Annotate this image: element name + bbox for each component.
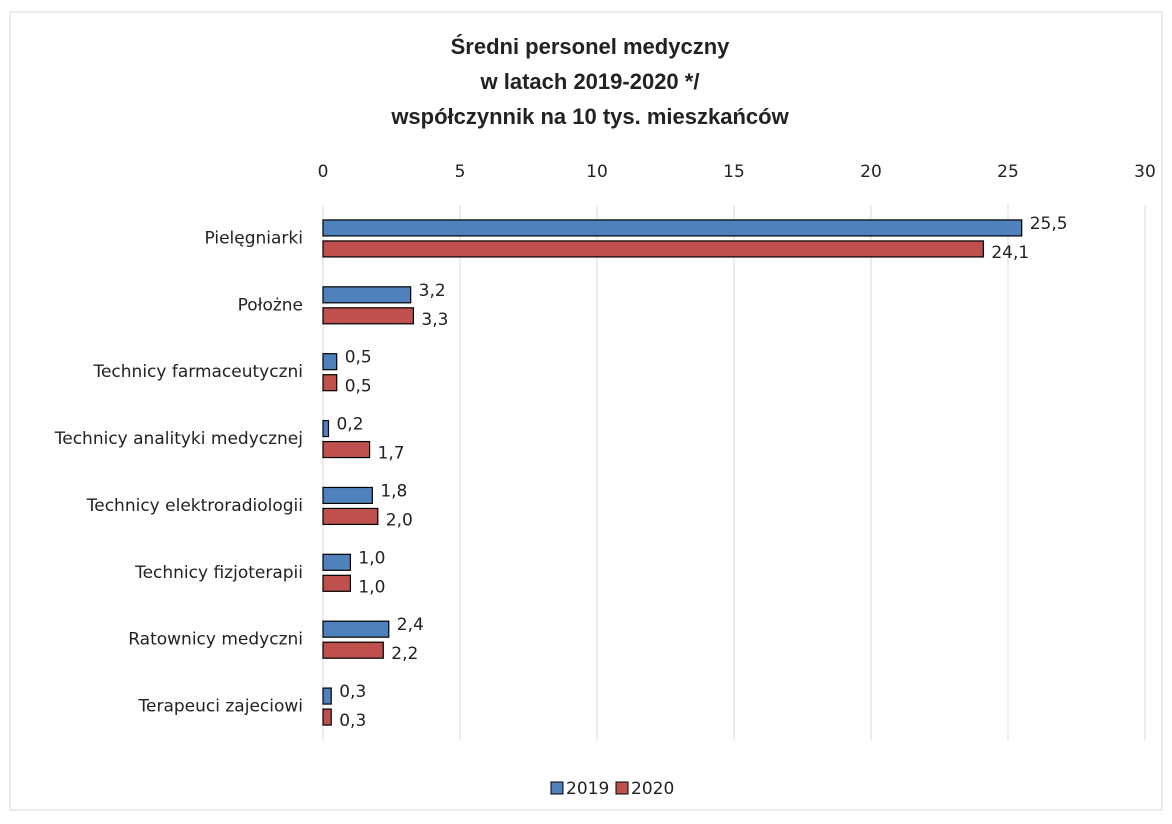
y-tick-label: Ratownicy medyczni <box>128 630 303 650</box>
chart-title: Średni personel medyczny <box>451 34 731 59</box>
bar <box>322 374 338 392</box>
data-label: 3,3 <box>421 310 448 330</box>
data-label: 2,0 <box>386 510 413 530</box>
data-label: 1,8 <box>380 481 407 501</box>
bar <box>322 507 379 526</box>
data-label: 1,0 <box>358 577 385 597</box>
x-tick-label: 0 <box>318 162 329 182</box>
data-label: 0,3 <box>339 711 366 731</box>
legend-swatch <box>550 781 564 795</box>
bar <box>322 620 390 638</box>
chart-border <box>9 11 1163 811</box>
legend-label: 2020 <box>631 779 674 799</box>
data-label: 1,0 <box>358 548 385 568</box>
bar <box>322 574 351 592</box>
bar <box>322 440 371 459</box>
y-tick-label: Pielęgniarki <box>204 228 303 248</box>
x-tick-label: 10 <box>586 162 608 182</box>
data-label: 3,2 <box>419 281 446 301</box>
y-tick-label: Terapeuci zajeciowi <box>138 697 303 717</box>
data-label: 0,5 <box>345 377 372 397</box>
y-tick-label: Technicy fizjoterapii <box>134 563 303 583</box>
data-label: 0,3 <box>339 682 366 702</box>
x-tick-label: 15 <box>723 162 745 182</box>
bar <box>322 708 332 726</box>
chart-title: współczynnik na 10 tys. mieszkańców <box>390 104 789 129</box>
bar <box>322 687 332 705</box>
legend-swatch <box>615 781 629 795</box>
data-label: 25,5 <box>1030 214 1068 234</box>
bar <box>322 240 984 258</box>
x-tick-label: 5 <box>455 162 466 182</box>
data-label: 0,2 <box>336 415 363 435</box>
y-tick-label: Położne <box>238 295 303 315</box>
bar <box>322 307 415 325</box>
bar <box>322 286 412 304</box>
y-tick-label: Technicy elektroradiologii <box>86 496 303 516</box>
data-label: 0,5 <box>345 348 372 368</box>
y-tick-label: Technicy farmaceutyczni <box>92 362 303 382</box>
data-label: 1,7 <box>378 444 405 464</box>
data-label: 24,1 <box>991 243 1029 263</box>
bar <box>322 486 373 505</box>
bar <box>322 219 1023 237</box>
bar <box>322 353 338 371</box>
bar <box>322 641 384 659</box>
data-label: 2,2 <box>391 644 418 664</box>
x-tick-label: 30 <box>1134 162 1156 182</box>
legend-label: 2019 <box>566 779 609 799</box>
x-tick-label: 25 <box>997 162 1019 182</box>
bar <box>322 553 351 571</box>
chart-title: w latach 2019-2020 */ <box>480 69 700 94</box>
bar <box>322 419 330 438</box>
data-label: 2,4 <box>397 615 424 635</box>
x-tick-label: 20 <box>860 162 882 182</box>
y-tick-label: Technicy analityki medycznej <box>54 429 303 449</box>
